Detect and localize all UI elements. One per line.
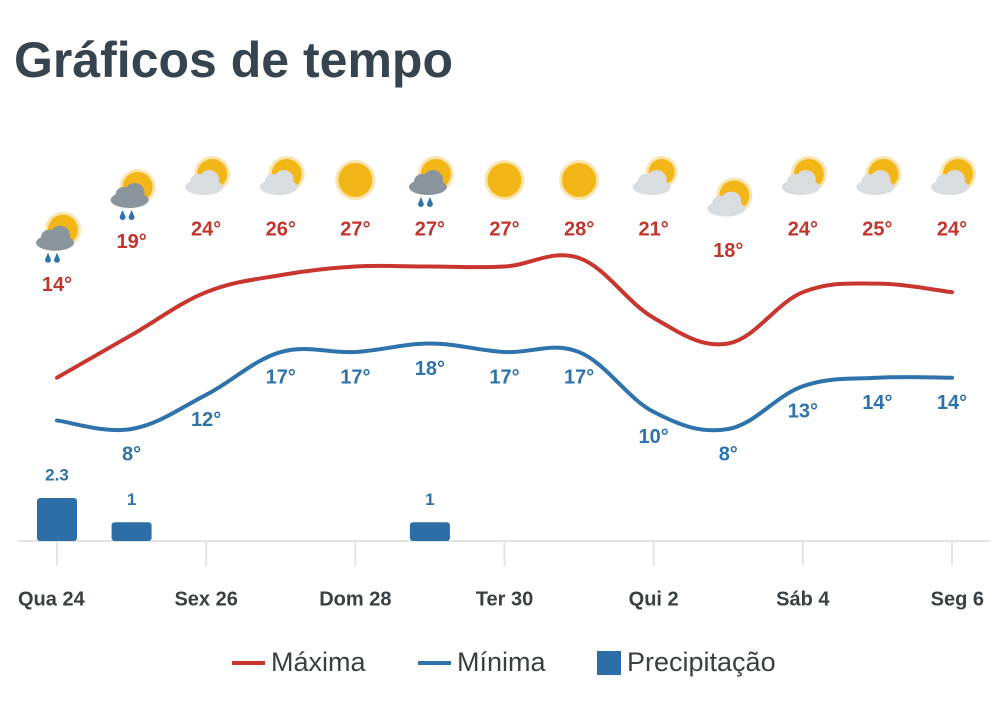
cloud — [945, 170, 965, 190]
raindrop — [119, 209, 126, 220]
min-label: 13° — [788, 401, 818, 423]
legend-label: Máxima — [271, 647, 366, 677]
max-label: 21° — [639, 218, 669, 240]
cloud — [273, 170, 294, 190]
max-label: 24° — [191, 218, 221, 240]
weather-icon — [110, 168, 156, 220]
weather-icon — [259, 156, 305, 195]
cloud — [795, 170, 816, 190]
min-label: 17° — [266, 366, 296, 388]
x-tick-label: Dom 28 — [319, 588, 391, 610]
max-label: 28° — [564, 218, 594, 240]
legend-label: Mínima — [457, 647, 546, 677]
weather-icon — [559, 160, 600, 200]
max-label: 25° — [862, 218, 892, 240]
weather-icon — [707, 177, 753, 217]
max-label: 18° — [713, 240, 743, 262]
temp-line — [55, 253, 954, 380]
cloud — [50, 225, 70, 246]
temp-line — [55, 341, 954, 433]
min-label: 10° — [639, 426, 669, 448]
weather-icon — [36, 211, 81, 263]
chart-title: Gráficos de tempo — [14, 32, 453, 88]
x-tick-label: Qua 24 — [18, 588, 86, 610]
cloud — [199, 170, 220, 190]
max-label: 24° — [788, 218, 818, 240]
raindrop — [417, 197, 424, 207]
cloud — [721, 191, 742, 212]
weather-icon — [781, 156, 827, 195]
max-label: 24° — [937, 218, 967, 240]
precip-bar — [111, 522, 152, 541]
min-label: 17° — [489, 366, 519, 388]
x-tick-label: Sex 26 — [174, 588, 237, 610]
legend-label: Precipitação — [627, 647, 776, 677]
legend-swatch — [597, 651, 621, 675]
max-label: 27° — [489, 218, 519, 240]
precip-label: 1 — [425, 490, 434, 509]
weather-icon — [484, 160, 525, 200]
max-label: 14° — [42, 274, 72, 296]
raindrop — [426, 197, 433, 207]
precip-bar — [409, 522, 450, 541]
max-label: 27° — [340, 218, 370, 240]
weather-icon — [632, 156, 678, 195]
max-label: 19° — [116, 231, 146, 253]
min-label: 17° — [340, 366, 370, 388]
x-tick-label: Seg 6 — [931, 588, 984, 610]
precip-bar — [37, 497, 77, 541]
weather-icon — [335, 160, 376, 200]
raindrop — [54, 252, 60, 263]
raindrop — [45, 252, 51, 263]
sun — [562, 163, 597, 197]
min-label: 14° — [862, 392, 892, 414]
min-label: 18° — [415, 358, 445, 380]
min-label: 8° — [122, 443, 141, 465]
weather-icon — [856, 156, 902, 195]
min-label: 8° — [719, 443, 738, 465]
cloud — [646, 170, 667, 190]
precip-label: 2.3 — [45, 465, 69, 484]
weather-icon — [185, 156, 231, 195]
x-tick-label: Sáb 4 — [776, 588, 830, 610]
raindrop — [128, 209, 135, 220]
min-label: 14° — [937, 392, 967, 414]
cloud — [124, 182, 145, 203]
max-label: 27° — [415, 218, 445, 240]
sun — [338, 163, 373, 197]
weather-icon — [931, 156, 976, 195]
precip-label: 1 — [127, 490, 136, 509]
max-label: 26° — [266, 218, 296, 240]
x-tick-label: Ter 30 — [476, 588, 533, 610]
sun — [487, 163, 522, 197]
cloud — [870, 170, 891, 190]
min-label: 17° — [564, 366, 594, 388]
x-tick-label: Qui 2 — [629, 588, 679, 610]
cloud — [422, 170, 443, 190]
min-label: 12° — [191, 409, 221, 431]
weather-icon — [408, 156, 454, 207]
